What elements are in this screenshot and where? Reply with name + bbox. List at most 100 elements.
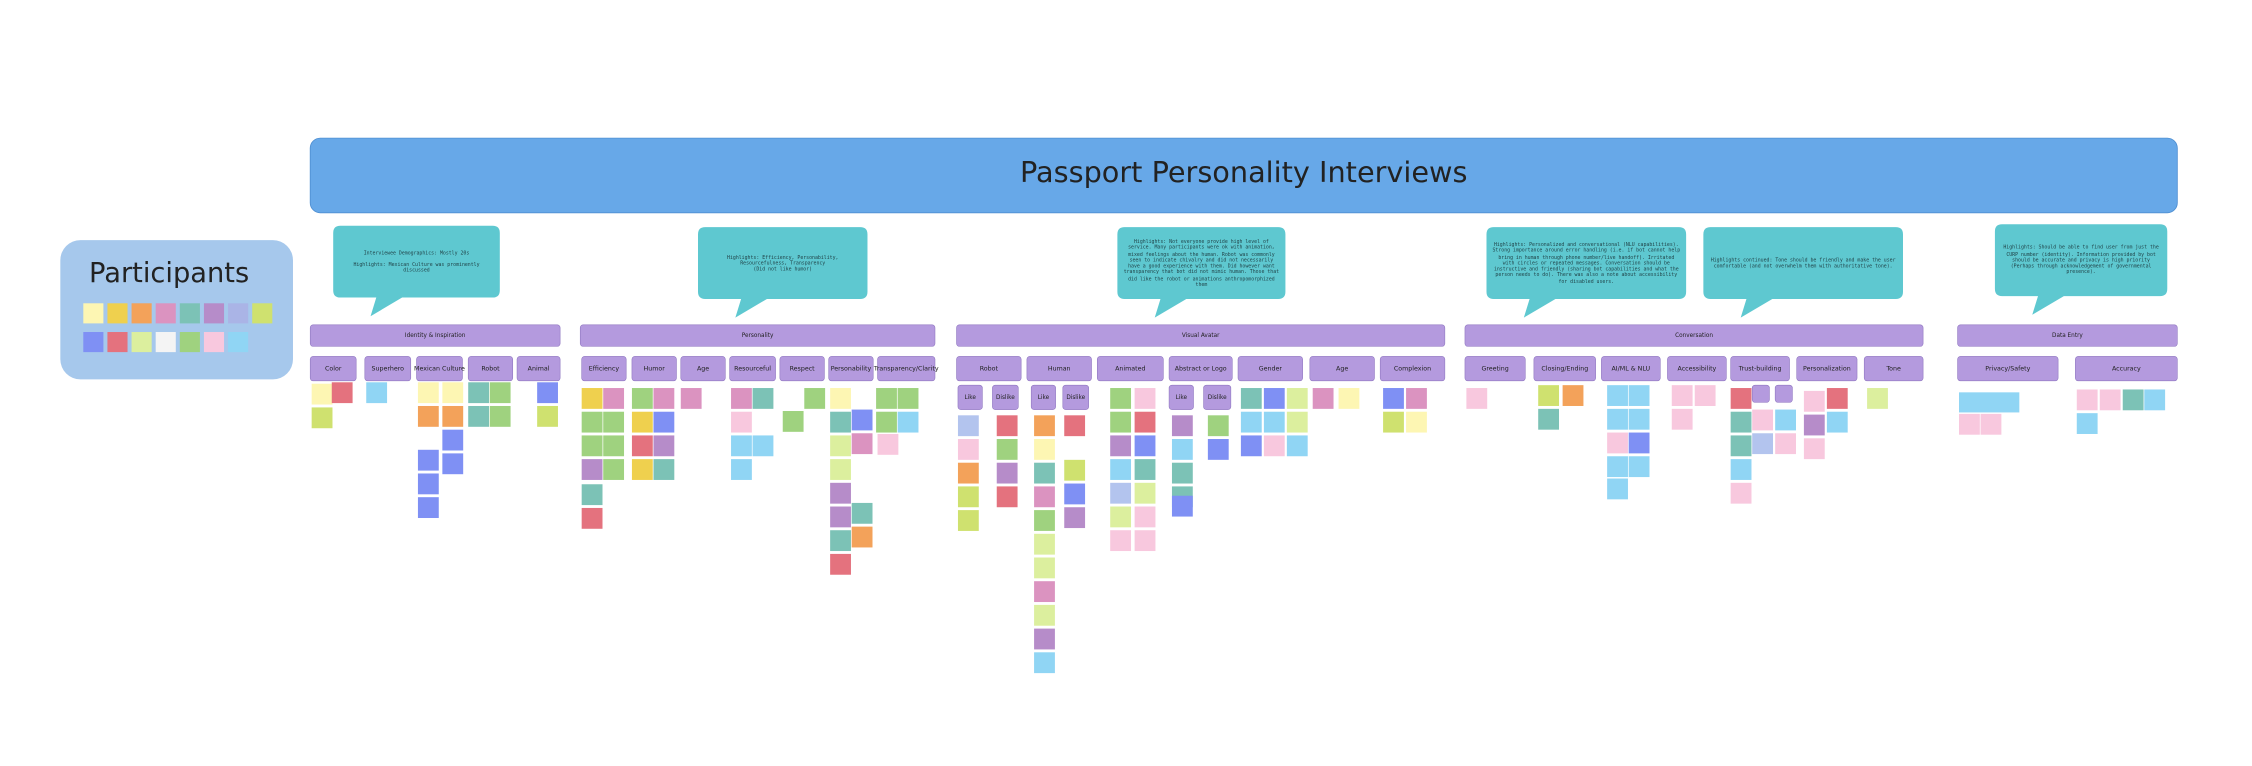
- sticky-note: [442, 405, 464, 427]
- sticky-note: [468, 405, 490, 427]
- sticky-note: [1134, 530, 1156, 552]
- sticky-note: [957, 462, 979, 484]
- sticky-note: [752, 388, 774, 409]
- group-header: [1309, 356, 1375, 382]
- sticky-note: [1312, 388, 1334, 409]
- sticky-note: [468, 382, 490, 404]
- highlight-box: Interviewee Demographics: Mostly 20s Hig…: [353, 249, 479, 273]
- tag: [1774, 384, 1793, 403]
- highlight-text: Highlights: Efficiency, Personability, R…: [727, 253, 839, 272]
- participant-swatch: [83, 332, 104, 353]
- highlight-bubble: [698, 227, 868, 318]
- group-header: [729, 356, 776, 382]
- group-label: Resourceful: [734, 366, 771, 373]
- group-header: [364, 356, 412, 382]
- sticky-note: [851, 409, 873, 431]
- group-header: [581, 356, 627, 382]
- sticky-note: [1730, 435, 1752, 457]
- sticky-note: [1286, 435, 1308, 457]
- sticky-note: [1034, 557, 1055, 579]
- sticky-note: [537, 405, 558, 427]
- sticky-note: [1034, 439, 1055, 460]
- group-label: Closing/Ending: [1541, 366, 1588, 373]
- sticky-note: [631, 411, 653, 433]
- group-label: Superhero: [372, 366, 405, 373]
- sticky-note: [1034, 652, 1055, 674]
- group-header: [1096, 356, 1164, 382]
- tag: [1751, 384, 1770, 403]
- sticky-note: [957, 486, 979, 508]
- highlight-bubble: [1994, 224, 2168, 315]
- sticky-note: [1803, 390, 1825, 412]
- sticky-note: [442, 453, 464, 475]
- sticky-note: [1034, 486, 1055, 508]
- sticky-note: [830, 482, 851, 504]
- sticky-note: [957, 439, 979, 460]
- sticky-note: [1207, 439, 1229, 460]
- sticky-note: [1383, 411, 1404, 433]
- sticky-note: [1207, 415, 1229, 437]
- subgroup-label: Like: [1038, 395, 1050, 401]
- subgroup-label: Like: [964, 395, 976, 401]
- sticky-note: [1628, 385, 1650, 406]
- participant-swatch: [228, 303, 249, 324]
- sticky-note: [1959, 392, 2020, 413]
- participant-swatch: [228, 332, 249, 353]
- sticky-note: [1671, 408, 1693, 430]
- sticky-note: [1064, 415, 1086, 437]
- group-label: Personalization: [1803, 366, 1851, 373]
- sticky-note: [581, 484, 603, 506]
- subgroup-label: Like: [1176, 395, 1188, 401]
- sticky-note: [1607, 456, 1628, 478]
- sticky-note: [1538, 385, 1560, 406]
- group-header: [416, 356, 463, 382]
- sticky-note: [1134, 482, 1156, 504]
- section-title: Visual Avatar: [1182, 333, 1220, 339]
- sticky-note: [417, 405, 439, 427]
- sticky-note: [1263, 411, 1285, 433]
- highlight-text: Highlights: Should be able to find user …: [2003, 244, 2162, 276]
- sticky-note: [1826, 388, 1848, 409]
- sticky-note: [1134, 411, 1156, 433]
- sticky-note: [1338, 388, 1360, 409]
- sticky-note: [631, 388, 653, 409]
- group-label: Robot: [481, 366, 500, 373]
- sticky-note: [366, 382, 388, 404]
- sticky-note: [851, 502, 873, 524]
- sticky-note: [851, 433, 873, 455]
- sticky-note: [2076, 413, 2098, 434]
- subgroup-label: Dislike: [996, 395, 1015, 401]
- sticky-note: [1562, 385, 1584, 406]
- sticky-note: [851, 526, 873, 548]
- sticky-note: [752, 435, 774, 457]
- sticky-note: [581, 388, 603, 409]
- group-label: Accessibility: [1678, 366, 1717, 373]
- sticky-note: [1134, 388, 1156, 409]
- group-header: [1667, 356, 1727, 382]
- subgroup-label: Dislike: [1208, 395, 1227, 401]
- sticky-note: [1406, 411, 1427, 433]
- sticky-note: [581, 435, 603, 457]
- sticky-note: [1607, 478, 1628, 500]
- group-label: Humor: [644, 366, 666, 373]
- sticky-note: [996, 415, 1018, 437]
- highlight-text: Highlights: Personalized and conversatio…: [1492, 241, 1684, 285]
- group-header: [1379, 356, 1446, 382]
- sticky-note: [1034, 510, 1055, 531]
- sticky-note: [1110, 411, 1132, 433]
- group-header: [680, 356, 726, 382]
- group-header: [1796, 356, 1858, 382]
- sticky-note: [1628, 432, 1650, 454]
- highlight-text: Highlights continued: Tone should be fri…: [1710, 256, 1899, 269]
- sticky-note: [830, 506, 851, 528]
- group-label: AI/ML & NLU: [1612, 366, 1651, 373]
- group-header: [1601, 356, 1661, 382]
- participants-title: Participants: [89, 258, 249, 289]
- group-header: [1026, 356, 1092, 382]
- sticky-note: [830, 553, 851, 575]
- sticky-note: [417, 382, 439, 404]
- sticky-note: [1110, 506, 1132, 528]
- sticky-note: [1752, 433, 1774, 455]
- group-label: Trust-building: [1738, 366, 1782, 373]
- group-label: Respect: [790, 366, 816, 373]
